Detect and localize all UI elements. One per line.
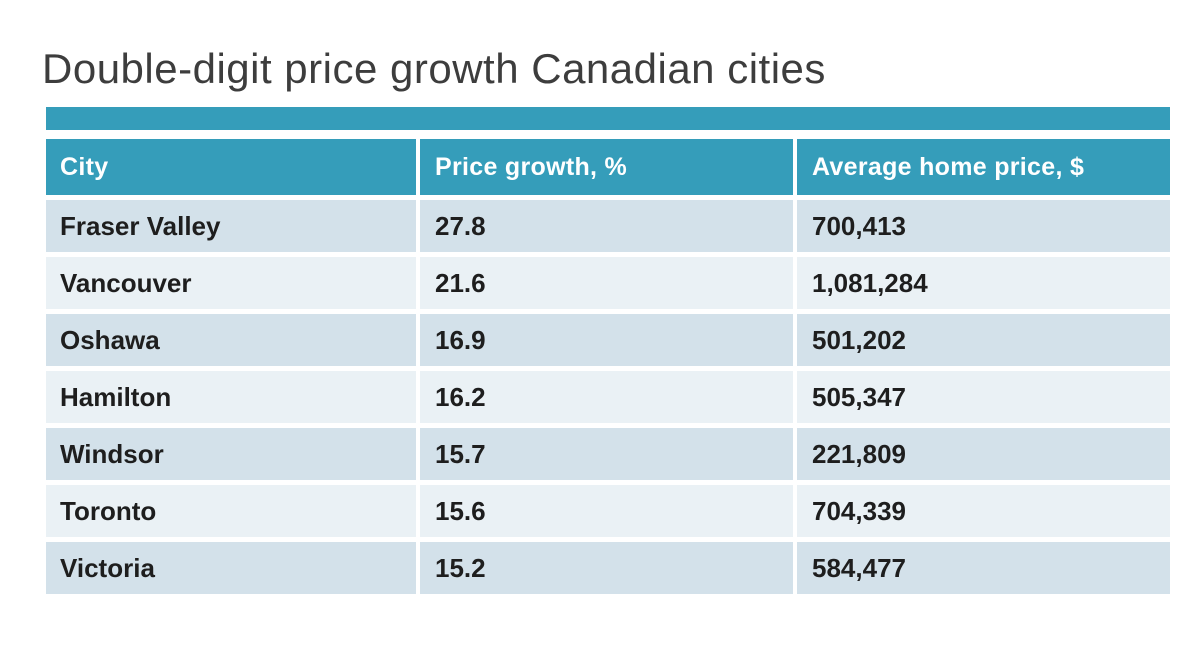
table-row: Oshawa 16.9 501,202 [46,314,1170,366]
table-row: Fraser Valley 27.8 700,413 [46,200,1170,252]
page-title: Double-digit price growth Canadian citie… [42,45,826,92]
cell-growth: 21.6 [420,257,793,309]
cell-growth: 16.2 [420,371,793,423]
cell-city: Oshawa [46,314,416,366]
cell-city: Fraser Valley [46,200,416,252]
cell-price: 1,081,284 [797,257,1170,309]
header-cell-price: Average home price, $ [797,139,1170,195]
table-accent-bar [46,107,1170,130]
header-cell-city: City [46,139,416,195]
cell-growth: 15.2 [420,542,793,594]
cell-city: Windsor [46,428,416,480]
cell-price: 505,347 [797,371,1170,423]
cell-price: 221,809 [797,428,1170,480]
table-header-row: City Price growth, % Average home price,… [46,139,1170,195]
cell-price: 704,339 [797,485,1170,537]
table-row: Victoria 15.2 584,477 [46,542,1170,594]
cell-price: 584,477 [797,542,1170,594]
cell-city: Vancouver [46,257,416,309]
cell-growth: 15.7 [420,428,793,480]
cell-price: 501,202 [797,314,1170,366]
header-cell-growth: Price growth, % [420,139,793,195]
cell-city: Hamilton [46,371,416,423]
table-row: Vancouver 21.6 1,081,284 [46,257,1170,309]
table-row: Hamilton 16.2 505,347 [46,371,1170,423]
cell-city: Victoria [46,542,416,594]
cell-growth: 27.8 [420,200,793,252]
cell-growth: 15.6 [420,485,793,537]
cell-price: 700,413 [797,200,1170,252]
price-growth-table: City Price growth, % Average home price,… [46,107,1170,594]
table-row: Windsor 15.7 221,809 [46,428,1170,480]
table-row: Toronto 15.6 704,339 [46,485,1170,537]
cell-growth: 16.9 [420,314,793,366]
cell-city: Toronto [46,485,416,537]
